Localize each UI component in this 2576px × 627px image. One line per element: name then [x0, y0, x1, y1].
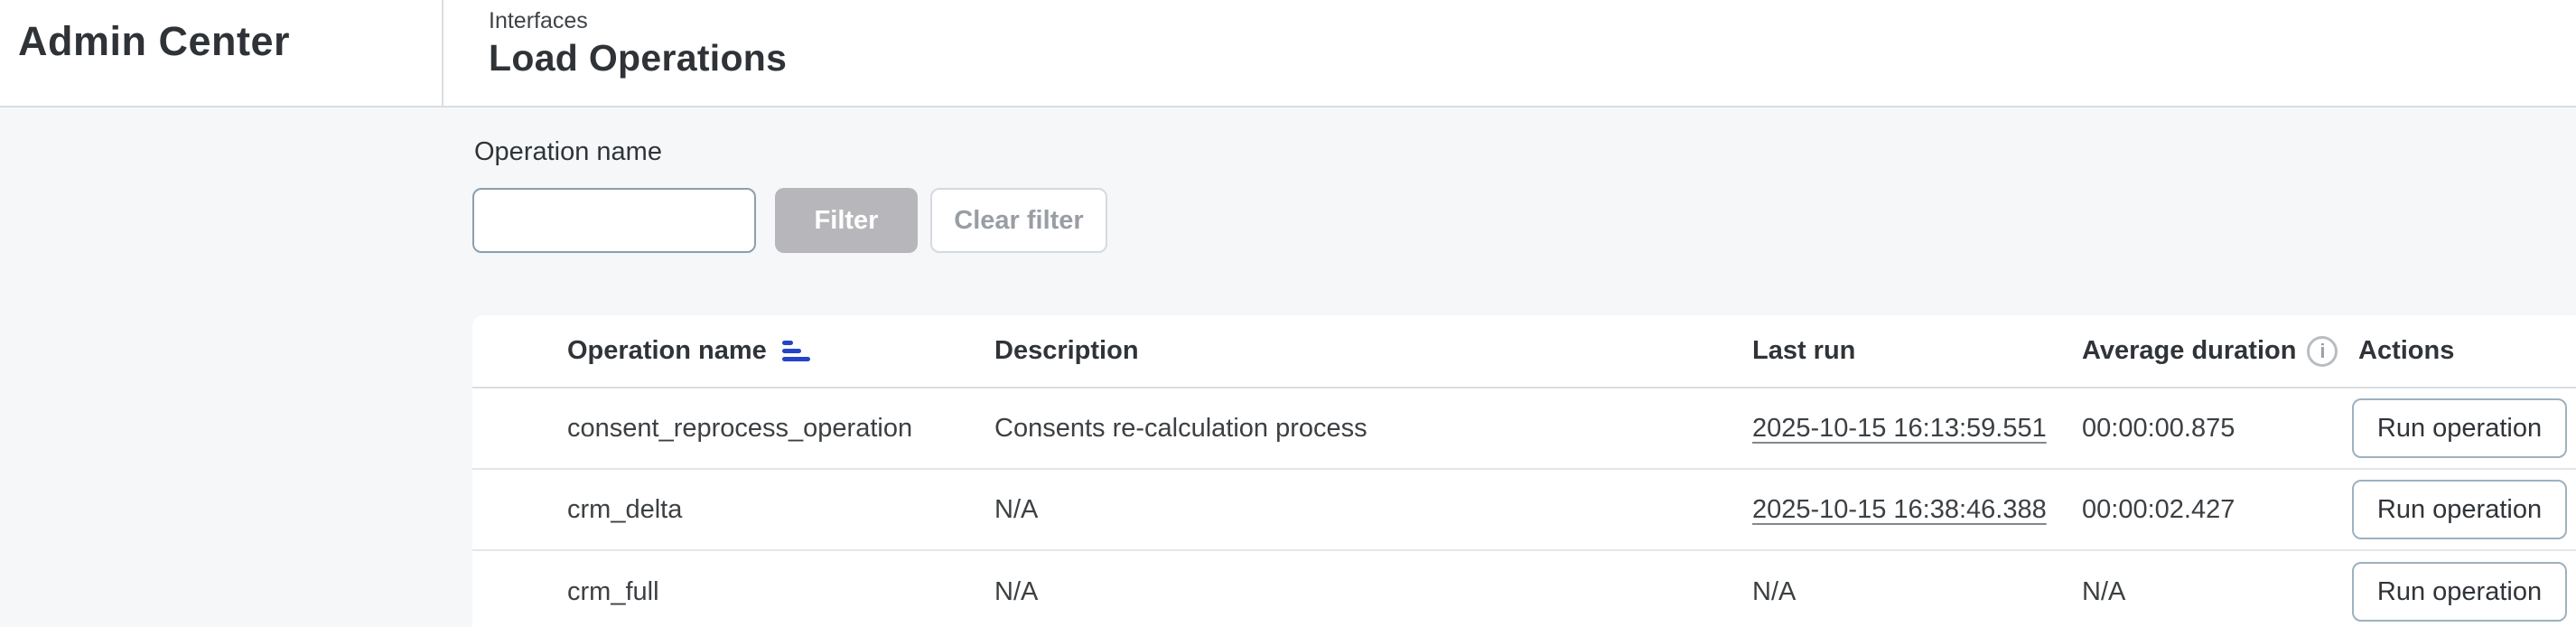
column-header-description: Description — [994, 336, 1139, 365]
run-operation-button[interactable]: Run operation — [2352, 562, 2567, 622]
average-duration-cell: N/A — [2082, 576, 2126, 606]
filter-toolbar: Filter Clear filter — [472, 188, 2576, 253]
table-row: crm_delta N/A 2025-10-15 16:38:46.388 00… — [472, 470, 2576, 551]
column-header-average-duration: Average duration i — [2082, 335, 2352, 367]
app-title: Admin Center — [18, 18, 291, 64]
sort-ascending-icon[interactable] — [781, 341, 810, 361]
run-operation-button[interactable]: Run operation — [2352, 480, 2567, 539]
operation-name-cell: consent_reprocess_operation — [567, 413, 913, 443]
column-header-last-run: Last run — [1752, 336, 1856, 365]
column-header-operation-name[interactable]: Operation name — [472, 336, 994, 366]
filter-button[interactable]: Filter — [775, 188, 918, 253]
sidebar-header: Admin Center — [0, 0, 442, 108]
operation-name-cell: crm_delta — [567, 494, 683, 524]
description-cell: Consents re-calculation process — [994, 413, 1367, 443]
operation-name-input[interactable] — [472, 188, 756, 253]
table-row: consent_reprocess_operation Consents re-… — [472, 388, 2576, 470]
operations-table: Operation name Description Last run Aver… — [472, 315, 2576, 627]
last-run-link[interactable]: 2025-10-15 16:13:59.551 — [1752, 413, 2047, 443]
average-duration-cell: 00:00:00.875 — [2082, 413, 2235, 443]
page-title: Load Operations — [489, 37, 788, 79]
content: Operation name Filter Clear filter Opera… — [443, 108, 2576, 627]
info-icon[interactable]: i — [2307, 335, 2338, 367]
average-duration-cell: 00:00:02.427 — [2082, 494, 2235, 524]
clear-filter-button[interactable]: Clear filter — [930, 188, 1107, 253]
operation-name-label: Operation name — [474, 137, 662, 166]
content-background: Operation name Filter Clear filter Opera… — [0, 108, 2576, 627]
breadcrumb[interactable]: Interfaces — [489, 8, 588, 33]
table-row: crm_full N/A N/A N/A Run operation — [472, 551, 2576, 627]
main-area: Interfaces Load Operations — [443, 0, 2576, 627]
description-cell: N/A — [994, 576, 1039, 606]
run-operation-button[interactable]: Run operation — [2352, 398, 2567, 458]
last-run-value: N/A — [1752, 576, 1797, 606]
description-cell: N/A — [994, 494, 1039, 524]
last-run-link[interactable]: 2025-10-15 16:38:46.388 — [1752, 494, 2047, 524]
operation-name-cell: crm_full — [567, 576, 659, 606]
page-header: Interfaces Load Operations — [443, 0, 2576, 108]
column-header-actions: Actions — [2358, 336, 2455, 365]
table-header-row: Operation name Description Last run Aver… — [472, 315, 2576, 388]
